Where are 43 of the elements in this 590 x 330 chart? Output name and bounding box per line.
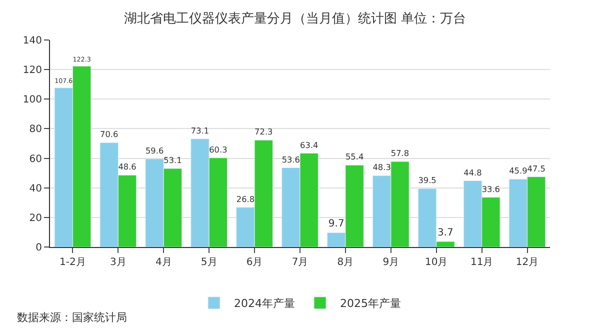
data-label: 26.8: [236, 194, 255, 204]
x-tick-label: 9月: [382, 257, 400, 268]
data-label: 3.7: [438, 228, 454, 239]
y-tick-label: 80: [29, 124, 42, 136]
data-label: 53.6: [282, 154, 300, 164]
y-tick-label: 140: [22, 36, 42, 46]
x-tick-label: 7月: [292, 257, 308, 268]
data-label: 45.9: [509, 166, 528, 176]
data-label: 55.4: [345, 152, 364, 162]
x-tick-label: 10月: [424, 257, 448, 268]
x-tick-label: 11月: [470, 257, 494, 268]
x-tick-label: 6月: [246, 257, 263, 268]
x-tick-label: 3月: [110, 257, 126, 268]
chart-title: 湖北省电工仪器仪表产量分月（当月值）统计图 单位：万台: [124, 11, 466, 26]
x-tick-label: 8月: [337, 257, 354, 268]
legend-label: 2025年产量: [340, 297, 401, 310]
y-tick-label: 60: [29, 154, 42, 165]
x-tick-label: 5月: [200, 257, 218, 268]
y-tick-label: 100: [22, 94, 42, 106]
y-tick-label: 20: [29, 212, 42, 224]
legend-label: 2024年产量: [234, 297, 295, 310]
y-tick-label: 120: [22, 65, 42, 76]
data-label: 48.3: [372, 162, 391, 172]
data-label: 72.3: [254, 126, 273, 137]
data-label: 33.6: [482, 184, 500, 194]
data-label: 47.5: [527, 163, 546, 174]
data-label: 44.8: [464, 167, 482, 178]
data-label: 53.1: [164, 155, 182, 166]
x-tick-label: 1-2月: [60, 257, 86, 268]
y-tick-label: 40: [29, 183, 42, 194]
data-label: 63.4: [300, 140, 318, 150]
data-label: 60.3: [209, 144, 228, 154]
data-label: 48.6: [118, 162, 136, 172]
x-tick-label: 4月: [155, 257, 172, 268]
data-label: 59.6: [145, 145, 164, 156]
data-label: 9.7: [328, 218, 344, 230]
data-label: 70.6: [100, 129, 118, 140]
y-tick-label: 0: [36, 242, 42, 254]
x-tick-label: 12月: [516, 257, 539, 268]
source-note: 数据来源：国家统计局: [17, 311, 127, 324]
data-label: 57.8: [390, 148, 410, 158]
data-label: 39.5: [418, 175, 436, 186]
data-label: 73.1: [190, 125, 210, 136]
